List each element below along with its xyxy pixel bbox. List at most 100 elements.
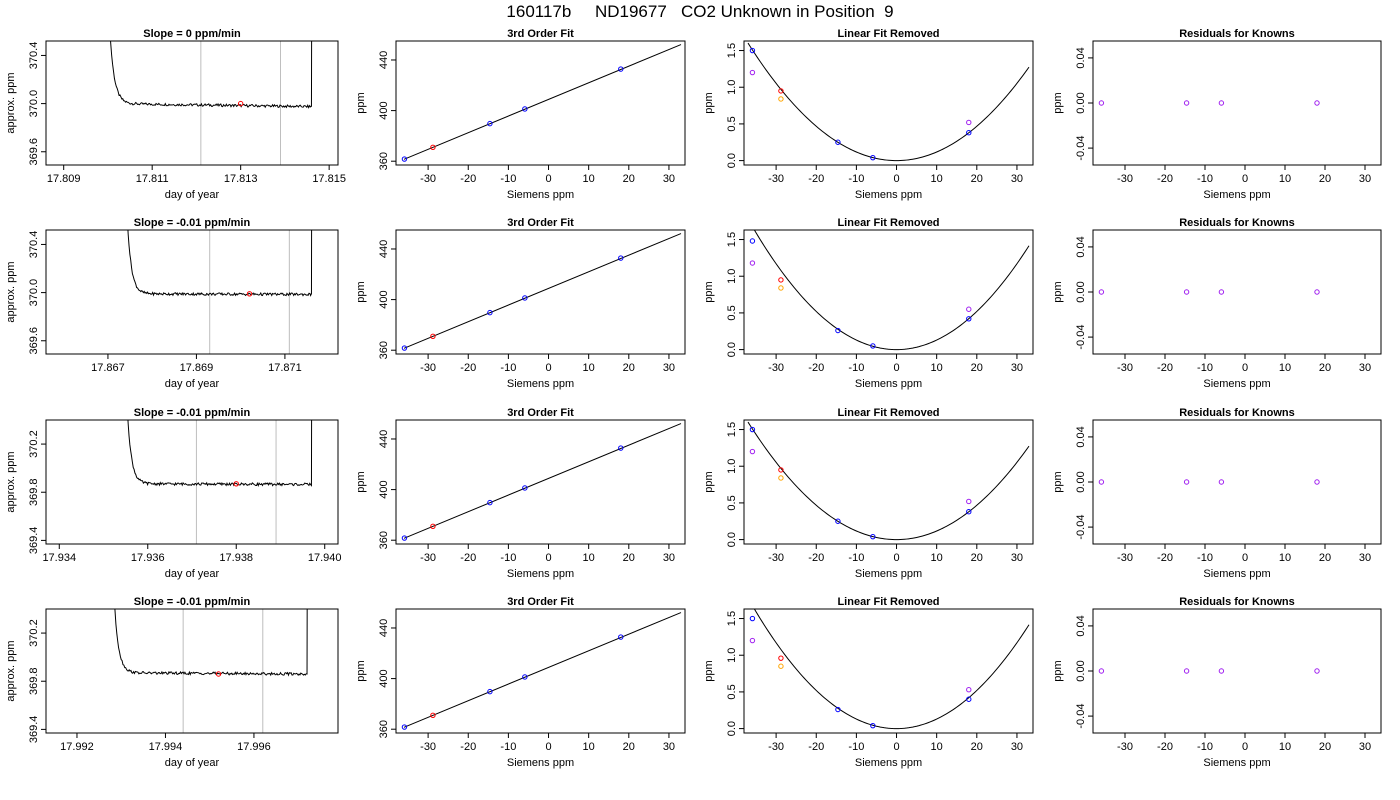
y-tick-label: -0.04 <box>1075 704 1087 729</box>
y-tick-label: 1.5 <box>726 422 738 437</box>
data-point <box>966 119 972 126</box>
y-tick-label: 1.5 <box>726 232 738 247</box>
mean-marker <box>233 481 239 487</box>
data-point <box>749 260 756 266</box>
y-tick-label: 440 <box>378 430 390 448</box>
x-tick-label: -20 <box>460 173 476 185</box>
x-tick-label: -10 <box>848 362 864 374</box>
y-axis-label: ppm <box>703 92 715 113</box>
y-tick-label: 0.5 <box>726 495 738 510</box>
x-axis-label: day of year <box>165 757 220 769</box>
data-point <box>487 499 493 506</box>
x-tick-label: -10 <box>848 173 864 185</box>
x-tick-label: -10 <box>848 552 864 564</box>
data-point <box>870 722 876 729</box>
x-tick-label: -20 <box>808 362 824 374</box>
data-point <box>618 634 624 640</box>
y-tick-label: 0.04 <box>1075 426 1087 447</box>
x-tick-label: -10 <box>500 741 516 753</box>
x-tick-label: -30 <box>1117 741 1133 753</box>
x-tick-label: -20 <box>808 741 824 753</box>
data-point <box>487 309 493 316</box>
figure-title: 160117b ND19677 CO2 Unknown in Position … <box>506 2 894 21</box>
plot-area <box>401 233 682 351</box>
data-point <box>966 498 972 505</box>
analyzer-trace <box>127 230 313 297</box>
y-tick-label: 0.00 <box>1075 471 1087 492</box>
y-tick-label: 360 <box>378 341 390 359</box>
x-tick-label: -30 <box>1117 552 1133 564</box>
x-tick-label: 10 <box>583 173 595 185</box>
x-tick-label: -10 <box>1197 173 1213 185</box>
x-tick-label: -30 <box>768 173 784 185</box>
y-tick-label: 0.00 <box>1075 92 1087 113</box>
analyzer-trace <box>114 609 308 677</box>
plot-area <box>114 609 308 733</box>
x-tick-label: 0 <box>1242 173 1248 185</box>
x-tick-label: 10 <box>1279 173 1291 185</box>
plot-title: 3rd Order Fit <box>507 28 574 40</box>
plot-title: Slope = -0.01 ppm/min <box>134 217 251 229</box>
data-point <box>966 316 972 322</box>
data-point <box>778 277 784 283</box>
x-tick-label: 17.938 <box>219 552 253 564</box>
x-tick-label: 20 <box>623 173 635 185</box>
y-tick-label: 369.6 <box>28 138 40 166</box>
data-point <box>618 255 624 261</box>
plot-title: Linear Fit Removed <box>837 28 939 40</box>
x-tick-label: 20 <box>971 552 983 564</box>
data-point <box>749 426 756 433</box>
data-point <box>401 535 408 541</box>
y-tick-label: -0.04 <box>1075 325 1087 350</box>
plot-title: Residuals for Knowns <box>1179 28 1295 40</box>
plot-panel: Linear Fit Removed Siemens ppm ppm -30 -20 -1… <box>703 596 1034 769</box>
y-tick-label: 0.00 <box>1075 281 1087 302</box>
x-tick-label: -20 <box>1157 362 1173 374</box>
x-tick-label: -10 <box>848 741 864 753</box>
plot-area <box>401 423 682 541</box>
data-point <box>835 139 841 145</box>
x-tick-label: 20 <box>623 552 635 564</box>
y-tick-label: 369.8 <box>28 667 40 695</box>
x-axis-label: Siemens ppm <box>507 378 574 390</box>
x-tick-label: 20 <box>1319 552 1331 564</box>
x-tick-label: 0 <box>1242 741 1248 753</box>
y-axis-label: approx. ppm <box>5 451 17 512</box>
y-axis-label: approx. ppm <box>5 640 17 701</box>
y-tick-label: 400 <box>378 290 390 308</box>
plot-frame <box>1092 40 1382 166</box>
data-point <box>870 533 876 540</box>
x-tick-label: 10 <box>583 741 595 753</box>
plot-title: Residuals for Knowns <box>1179 407 1295 419</box>
plot-area <box>1098 479 1320 485</box>
data-point <box>618 66 624 72</box>
x-tick-label: 30 <box>663 173 675 185</box>
plot-frame <box>45 608 339 734</box>
data-point <box>778 655 784 661</box>
data-point <box>749 238 756 244</box>
plot-frame <box>395 608 686 734</box>
plot-panel: Slope = -0.01 ppm/min day of year approx. … <box>5 407 342 580</box>
plot-frame <box>395 229 686 355</box>
plot-panel: Residuals for Knowns Siemens ppm ppm -30 -20… <box>1052 407 1382 580</box>
data-point <box>1098 668 1105 674</box>
y-tick-label: 0.5 <box>726 684 738 699</box>
plot-area <box>127 230 313 354</box>
plot-title: 3rd Order Fit <box>507 217 574 229</box>
x-tick-label: 10 <box>583 362 595 374</box>
x-tick-label: 0 <box>545 362 551 374</box>
data-point <box>966 696 972 702</box>
y-tick-label: 370.2 <box>28 619 40 647</box>
x-tick-label: 20 <box>623 362 635 374</box>
x-tick-label: 10 <box>931 362 943 374</box>
x-tick-label: -20 <box>460 362 476 374</box>
x-tick-label: 10 <box>931 173 943 185</box>
y-tick-label: 0.5 <box>726 116 738 131</box>
data-point <box>966 687 972 693</box>
x-tick-label: 10 <box>583 552 595 564</box>
y-tick-label: 0.0 <box>726 532 738 547</box>
data-point <box>870 343 876 349</box>
y-tick-label: -0.04 <box>1075 515 1087 540</box>
plot-title: 3rd Order Fit <box>507 596 574 608</box>
